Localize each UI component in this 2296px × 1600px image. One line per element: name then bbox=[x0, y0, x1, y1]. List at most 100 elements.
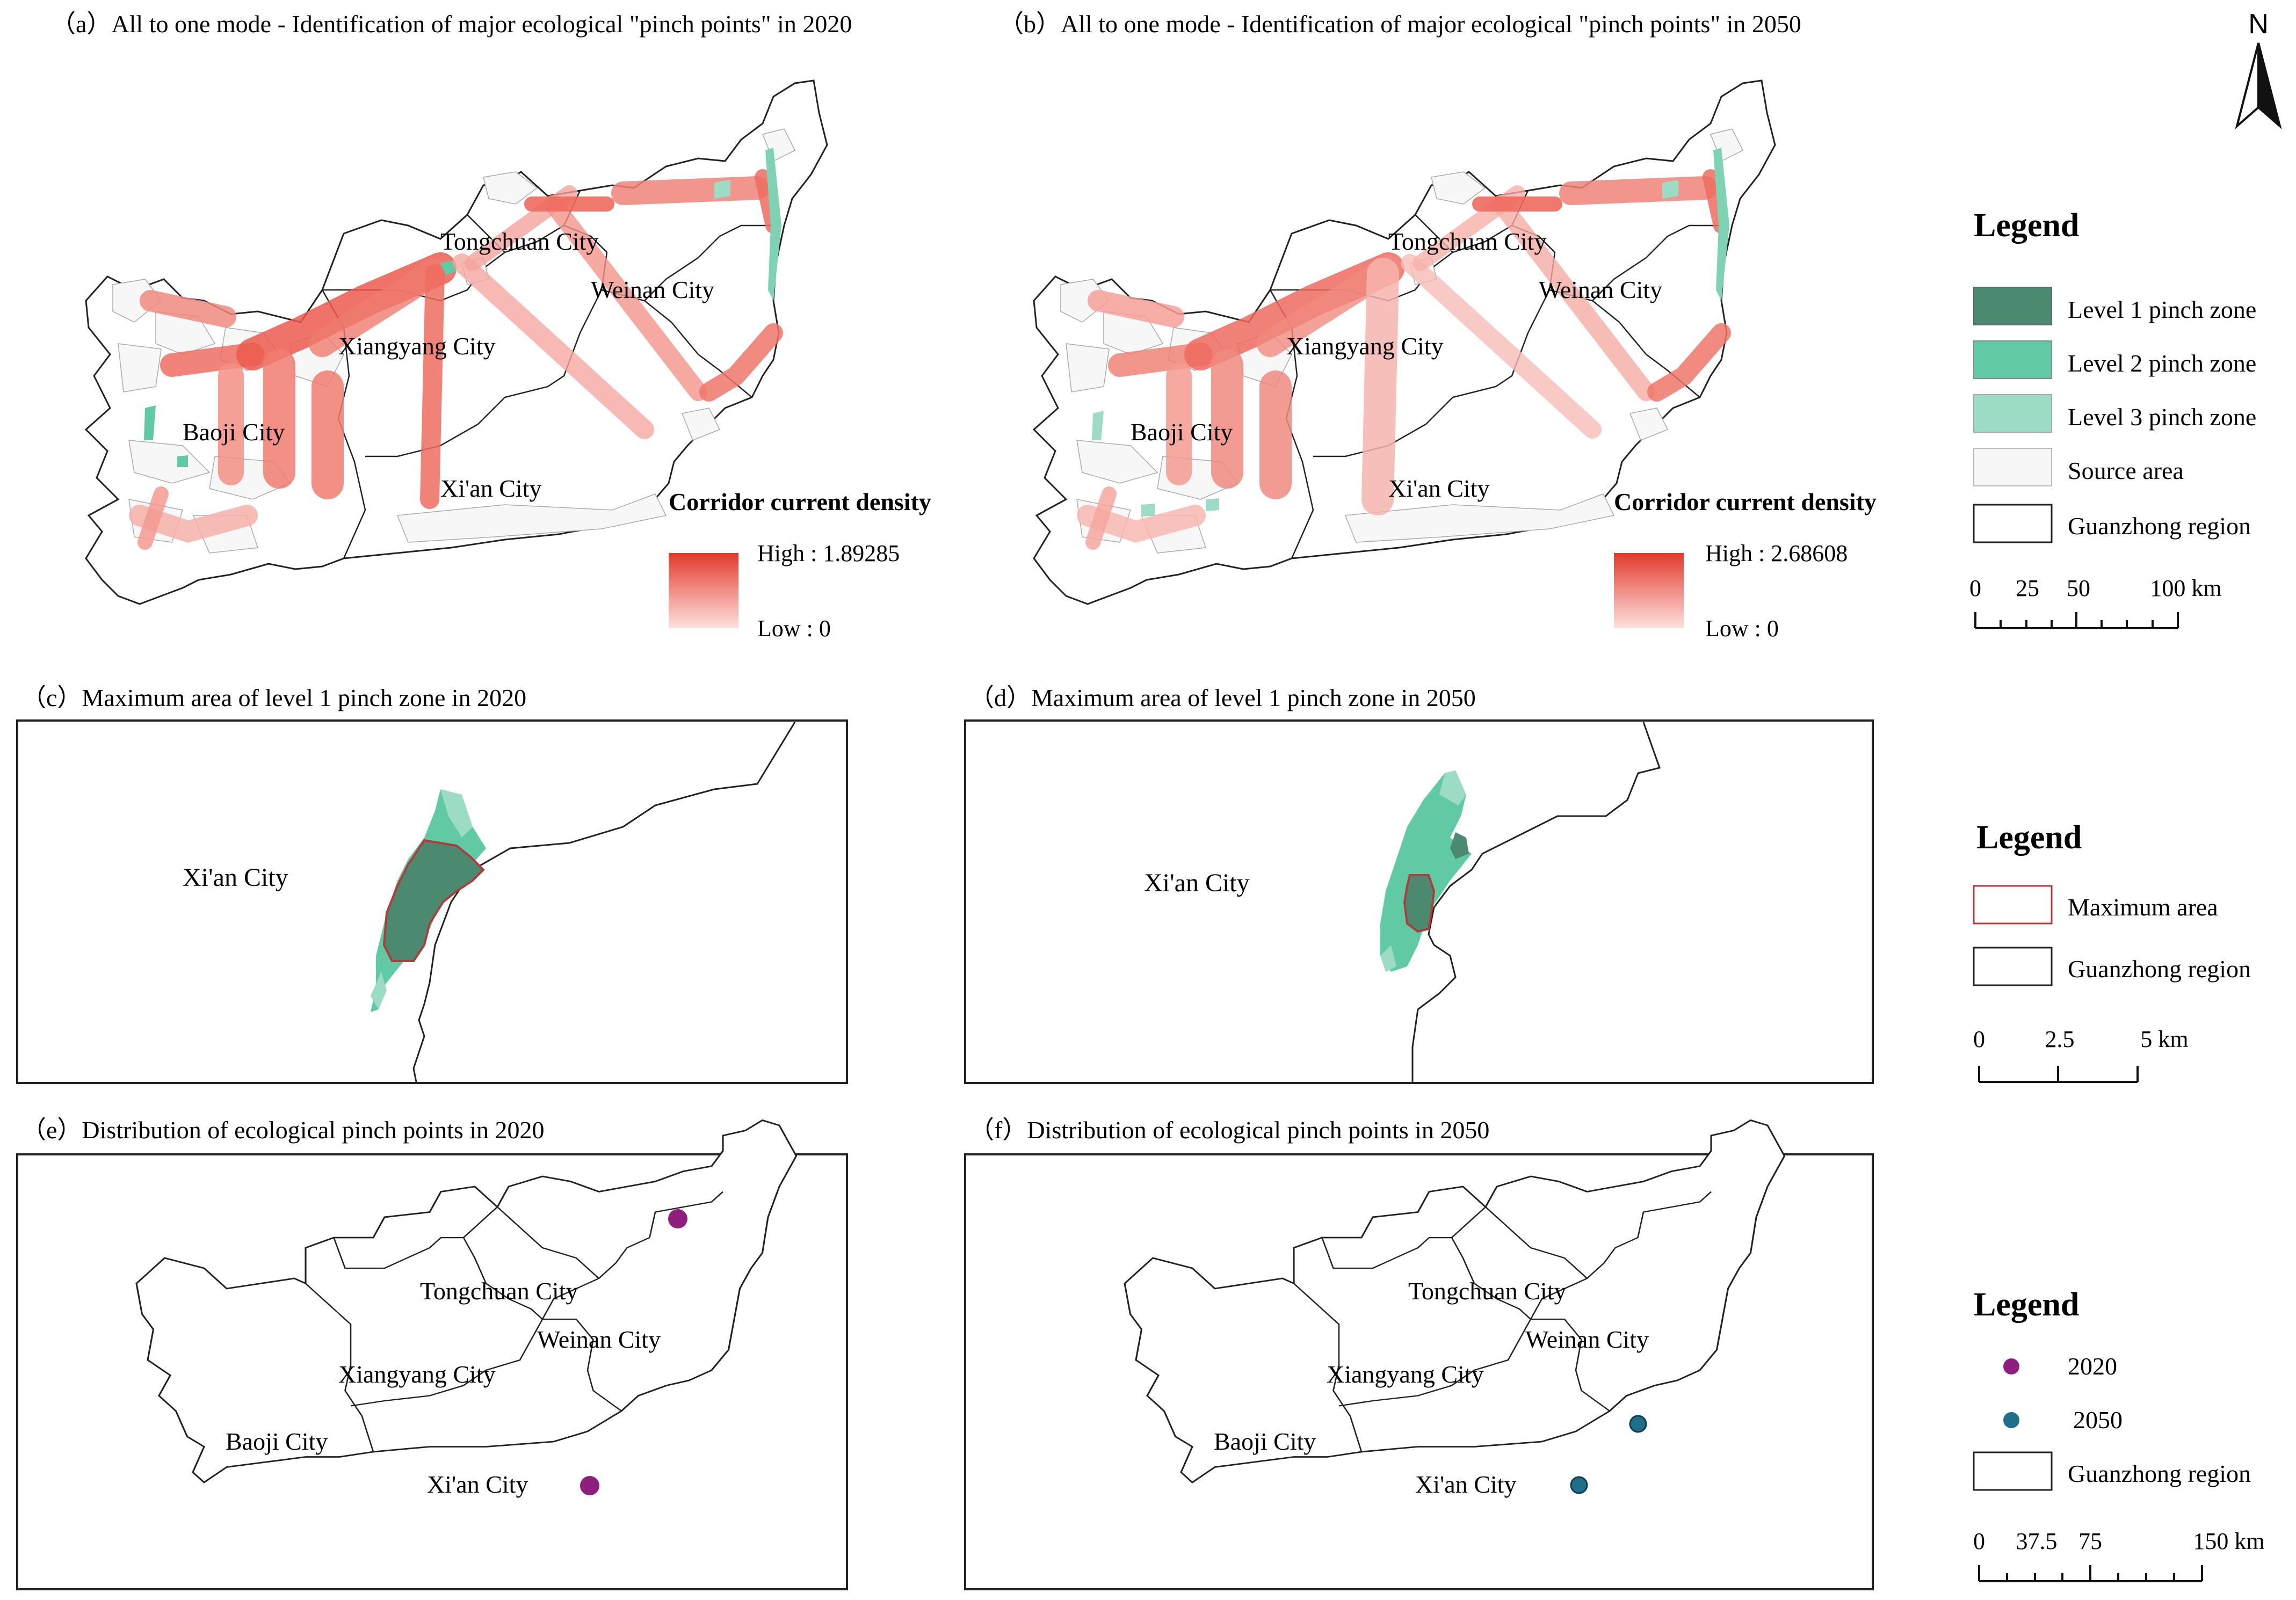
panel-c-title: （c）Maximum area of level 1 pinch zone in… bbox=[21, 684, 526, 711]
panel-b-map: Tongchuan City Weinan City Xiangyang Cit… bbox=[1033, 79, 1776, 605]
legend-pinch-points: Legend 2020 2050 Guanzhong region 0 37.5… bbox=[1973, 1286, 2265, 1582]
panel-d-title: （d）Maximum area of level 1 pinch zone in… bbox=[969, 684, 1476, 711]
legend1-item-region: Guanzhong region bbox=[2068, 512, 2251, 540]
swatch-region-3 bbox=[1973, 1451, 2053, 1491]
legend1-item-level2: Level 2 pinch zone bbox=[2068, 350, 2256, 377]
density-low-a: Low : 0 bbox=[757, 615, 831, 642]
scale-bar-3: 0 37.5 75 150 km bbox=[1973, 1528, 2265, 1582]
swatch-region-2 bbox=[1973, 947, 2053, 986]
label-baoji-b: Baoji City bbox=[1131, 418, 1233, 446]
swatch-source bbox=[1973, 448, 2052, 486]
label-tongchuan-f: Tongchuan City bbox=[1408, 1277, 1566, 1305]
legend3-item-2050: 2050 bbox=[2073, 1406, 2123, 1434]
label-baoji-a: Baoji City bbox=[183, 418, 285, 446]
label-weinan-f: Weinan City bbox=[1525, 1326, 1649, 1353]
scale3-37-5: 37.5 bbox=[2016, 1528, 2058, 1554]
swatch-level1 bbox=[1973, 287, 2052, 325]
panel-a-map: Tongchuan City Weinan City Xiangyang Cit… bbox=[85, 79, 828, 605]
density-low-b: Low : 0 bbox=[1705, 615, 1779, 642]
legend1-title: Legend bbox=[1974, 207, 2079, 244]
legend-pinch-zones: Legend Level 1 pinch zone Level 2 pinch … bbox=[1969, 207, 2256, 629]
scale2-0: 0 bbox=[1973, 1026, 1985, 1052]
scale3-150: 150 km bbox=[2193, 1528, 2264, 1554]
swatch-level2 bbox=[1973, 340, 2052, 379]
level2-zone-d bbox=[1380, 770, 1472, 972]
label-weinan-b: Weinan City bbox=[1539, 276, 1662, 303]
panel-f-title: （f）Distribution of ecological pinch poin… bbox=[969, 1116, 1489, 1144]
label-xiangyang-f: Xiangyang City bbox=[1327, 1361, 1484, 1388]
label-xian-e: Xi'an City bbox=[427, 1471, 528, 1498]
label-tongchuan-a: Tongchuan City bbox=[440, 228, 598, 255]
max-area-d bbox=[1403, 874, 1436, 933]
density-ramp-a bbox=[669, 553, 738, 628]
legend1-item-level3: Level 3 pinch zone bbox=[2068, 403, 2256, 431]
scale-bar-1: 0 25 50 100 km bbox=[1969, 575, 2222, 629]
scale3-75: 75 bbox=[2078, 1528, 2102, 1554]
panel-a: （a）All to one mode - Identification of m… bbox=[51, 10, 931, 642]
legend1-item-source: Source area bbox=[2068, 457, 2184, 484]
label-xiangyang-a: Xiangyang City bbox=[338, 332, 496, 360]
legend2-item-max-area: Maximum area bbox=[2068, 893, 2218, 921]
max-area-c bbox=[382, 839, 485, 962]
pinch-point-2020 bbox=[668, 1209, 687, 1228]
label-tongchuan-e: Tongchuan City bbox=[420, 1277, 578, 1305]
boundary-d bbox=[1411, 722, 1661, 1082]
legend3-item-region: Guanzhong region bbox=[2068, 1460, 2251, 1487]
legend1-item-level1: Level 1 pinch zone bbox=[2068, 296, 2256, 323]
swatch-region bbox=[1973, 504, 2053, 543]
north-arrow: N bbox=[2235, 9, 2282, 129]
scale1-100: 100 km bbox=[2150, 575, 2221, 601]
panel-a-title: （a）All to one mode - Identification of m… bbox=[51, 10, 852, 38]
density-title-a: Corridor current density bbox=[669, 488, 931, 515]
panel-b: （b）All to one mode - Identification of m… bbox=[999, 10, 1877, 642]
label-baoji-f: Baoji City bbox=[1214, 1428, 1316, 1455]
density-high-b: High : 2.68608 bbox=[1705, 540, 1848, 566]
legend2-title: Legend bbox=[1976, 819, 2082, 856]
swatch-2050 bbox=[2003, 1412, 2019, 1428]
swatch-max-area bbox=[1973, 885, 2053, 925]
legend2-item-region: Guanzhong region bbox=[2068, 955, 2251, 983]
legend3-title: Legend bbox=[1974, 1286, 2079, 1323]
scale1-25: 25 bbox=[2016, 575, 2039, 601]
label-xian-d: Xi'an City bbox=[1144, 869, 1250, 897]
label-xian-c: Xi'an City bbox=[183, 863, 288, 892]
label-weinan-e: Weinan City bbox=[537, 1326, 661, 1353]
north-label: N bbox=[2248, 9, 2269, 40]
label-xian-a: Xi'an City bbox=[440, 475, 541, 502]
swatch-level3 bbox=[1973, 394, 2052, 433]
scale3-0: 0 bbox=[1973, 1528, 1985, 1554]
region-outline-f bbox=[1124, 1119, 1786, 1483]
region-outline-e bbox=[135, 1119, 798, 1483]
scale1-0: 0 bbox=[1969, 575, 1981, 601]
panel-f-map bbox=[1124, 1119, 1786, 1483]
scale1-50: 50 bbox=[2067, 575, 2090, 601]
panel-f: （f）Distribution of ecological pinch poin… bbox=[964, 1116, 1874, 1590]
label-baoji-e: Baoji City bbox=[226, 1428, 328, 1455]
label-xiangyang-e: Xiangyang City bbox=[338, 1361, 496, 1388]
swatch-2020 bbox=[2003, 1358, 2019, 1374]
scale-bar-2: 0 2.5 5 km bbox=[1973, 1026, 2189, 1083]
pinch-point-2050 bbox=[1570, 1476, 1588, 1494]
legend3-item-2020: 2020 bbox=[2068, 1352, 2117, 1380]
legend-max-area: Legend Maximum area Guanzhong region 0 2… bbox=[1973, 819, 2251, 1083]
pinch-point-2050 bbox=[1629, 1415, 1647, 1433]
label-tongchuan-b: Tongchuan City bbox=[1388, 228, 1546, 255]
label-xiangyang-b: Xiangyang City bbox=[1286, 332, 1444, 360]
label-xian-b: Xi'an City bbox=[1388, 475, 1489, 502]
scale2-2-5: 2.5 bbox=[2045, 1026, 2075, 1052]
pinch-point-2020 bbox=[580, 1476, 599, 1495]
panel-c: （c）Maximum area of level 1 pinch zone in… bbox=[16, 684, 848, 1084]
pinch-zones-a bbox=[144, 148, 781, 467]
scale2-5: 5 km bbox=[2140, 1026, 2188, 1052]
panel-e-title: （e）Distribution of ecological pinch poin… bbox=[21, 1116, 545, 1144]
label-weinan-a: Weinan City bbox=[591, 276, 714, 303]
panel-e: （e）Distribution of ecological pinch poin… bbox=[16, 1116, 848, 1590]
pinch-zones-b bbox=[1092, 148, 1729, 517]
panel-b-title: （b）All to one mode - Identification of m… bbox=[999, 10, 1801, 38]
panel-d: （d）Maximum area of level 1 pinch zone in… bbox=[964, 684, 1874, 1084]
panel-e-map bbox=[135, 1119, 798, 1483]
density-ramp-b bbox=[1614, 553, 1684, 628]
density-title-b: Corridor current density bbox=[1614, 488, 1877, 515]
density-high-a: High : 1.89285 bbox=[757, 540, 900, 566]
